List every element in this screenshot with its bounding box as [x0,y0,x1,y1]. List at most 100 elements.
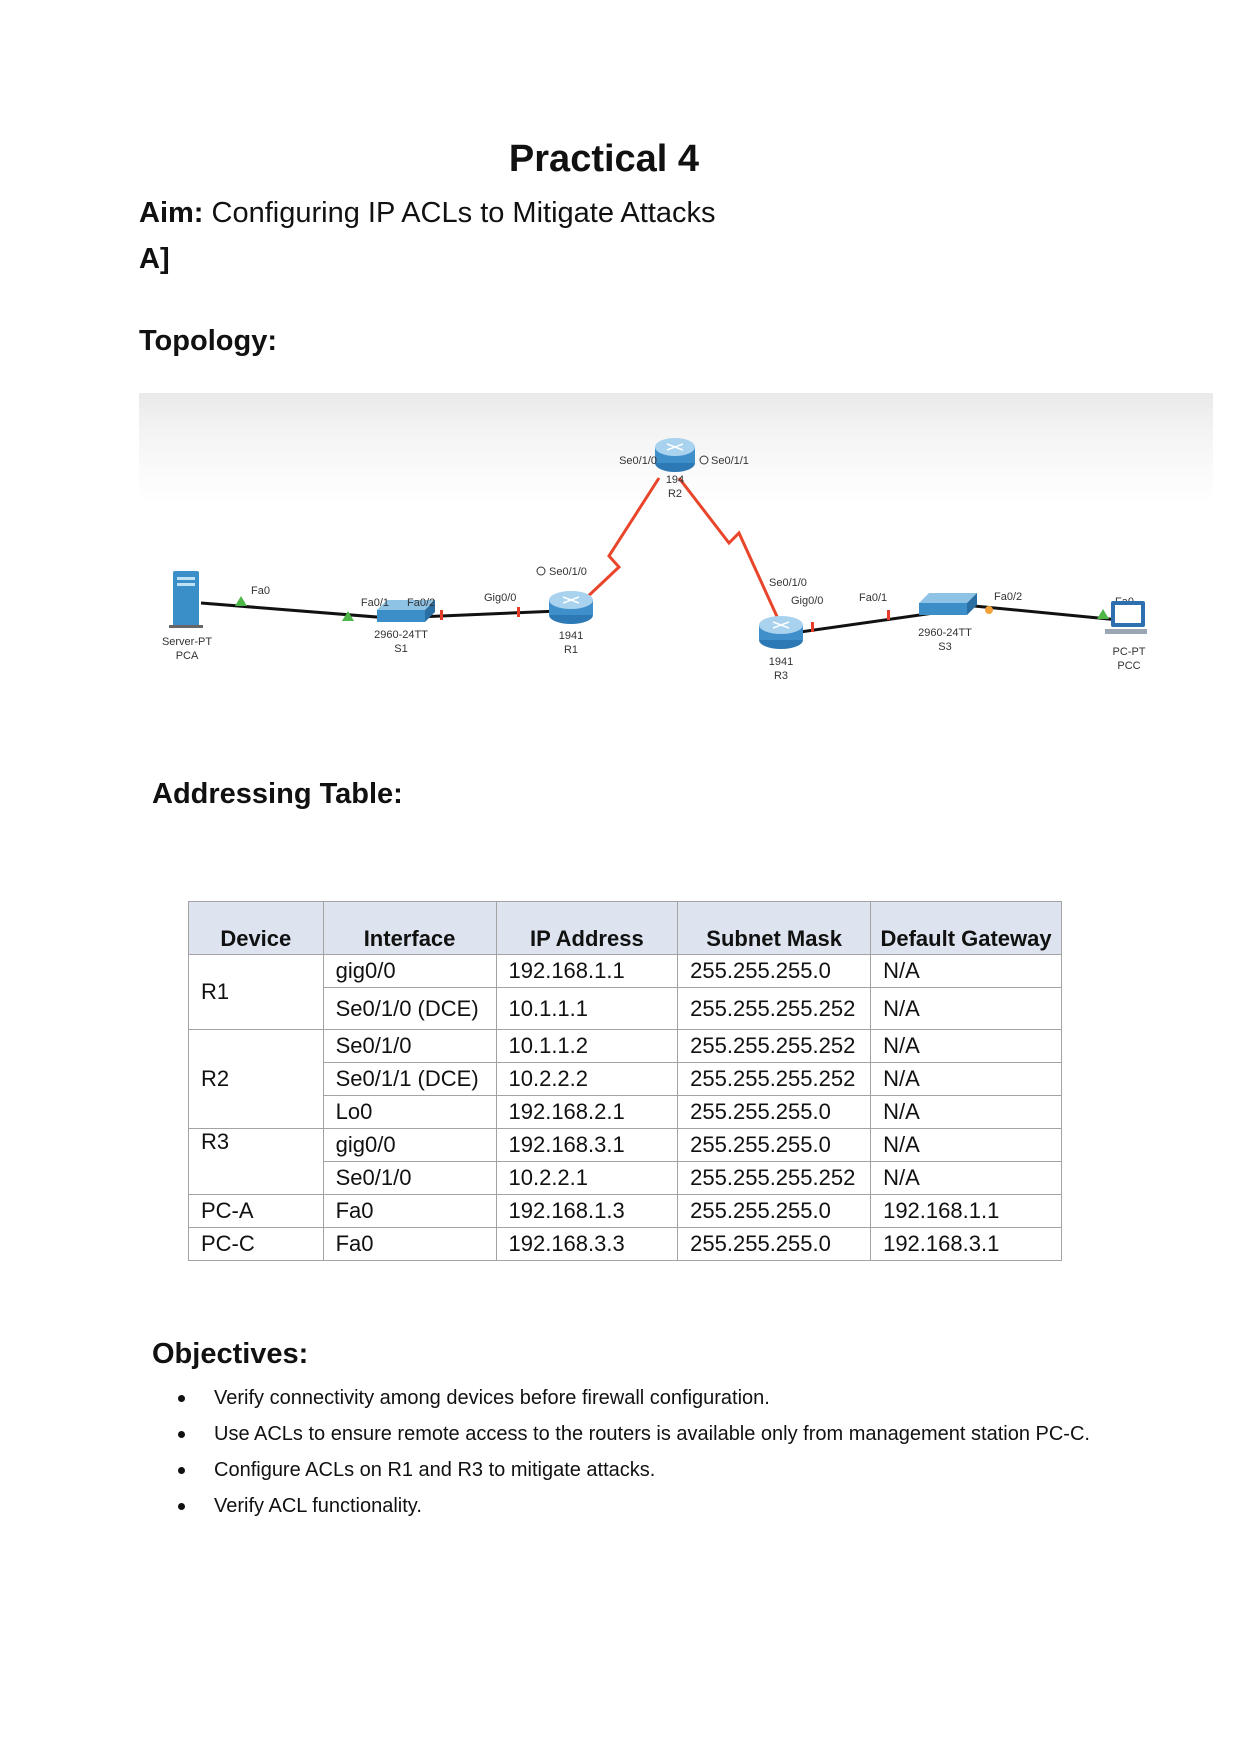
mask-cell: 255.255.255.252 [677,1161,872,1195]
table-row: R3 gig0/0 192.168.3.1 255.255.255.0 N/A [188,1128,1062,1195]
serial-r1-r2 [581,477,661,603]
aim-label: Aim: [139,197,204,229]
device-cell: R2 [188,1029,324,1129]
ip-cell: 10.1.1.2 [495,1029,679,1063]
mask-cell: 255.255.255.0 [677,1095,872,1129]
list-item: Verify connectivity among devices before… [160,1380,1090,1416]
link-status-icon [1097,609,1109,619]
device-cell: R3 [188,1128,324,1195]
s1-type-label: 2960-24TT [374,629,428,641]
server-icon [169,571,203,628]
interface-cell: gig0/0 [322,1128,497,1162]
table-row: R2 Se0/1/0 10.1.1.2 255.255.255.252 N/A [188,1029,1062,1129]
interface-cell: Lo0 [322,1095,497,1129]
addressing-table: Device Interface IP Address Subnet Mask … [188,901,1062,1261]
mask-cell: 255.255.255.252 [677,987,872,1030]
interface-cell: Fa0 [322,1194,497,1228]
table-row: PC-A Fa0 192.168.1.3 255.255.255.0 192.1… [188,1194,1062,1228]
ip-cell: 192.168.3.1 [495,1128,679,1162]
ip-cell: 10.2.2.2 [495,1062,679,1096]
link-status-icon [811,622,814,632]
mask-cell: 255.255.255.252 [677,1062,872,1096]
link-status-icon [517,607,520,617]
table-row: Se0/1/1 (DCE) 10.2.2.2 255.255.255.252 N… [189,1062,1062,1096]
link-status-icon [440,610,443,620]
interface-cell: Se0/1/1 (DCE) [322,1062,497,1096]
table-row: Lo0 192.168.2.1 255.255.255.0 N/A [189,1095,1062,1129]
gateway-cell: N/A [870,1062,1062,1096]
interface-cell: gig0/0 [322,954,497,988]
ip-cell: 192.168.2.1 [495,1095,679,1129]
r1-gig00-label: Gig0/0 [484,592,516,604]
link-status-icon [342,611,354,621]
pca-name-label: PCA [176,650,199,662]
s1-fa01-label: Fa0/1 [361,597,389,609]
header-default-gateway: Default Gateway [870,901,1062,955]
mask-cell: 255.255.255.0 [677,1227,872,1261]
r2-name-label: R2 [668,488,682,500]
device-cell: PC-A [188,1194,324,1228]
switch-icon [377,600,435,622]
switch-icon [919,593,977,615]
router-icon [759,616,803,649]
table-header-row: Device Interface IP Address Subnet Mask … [188,901,1062,955]
clock-icon [536,566,546,576]
gateway-cell: N/A [870,1128,1062,1162]
addressing-heading: Addressing Table: [152,778,403,810]
header-device: Device [188,901,324,955]
table-row: PC-C Fa0 192.168.3.3 255.255.255.0 192.1… [188,1227,1062,1261]
link-status-icon [985,606,993,614]
r2-se011-label: Se0/1/1 [711,455,749,467]
gateway-cell: N/A [870,1095,1062,1129]
topology-diagram: Server-PT PCA Fa0 Fa0/1 Fa0/2 2960-24TT … [139,393,1213,755]
s3-type-label: 2960-24TT [918,627,972,639]
gateway-cell: N/A [870,954,1062,988]
link-status-icon [235,596,247,606]
table-row: R1 gig0/0 192.168.1.1 255.255.255.0 N/A [188,954,1062,1030]
interface-cell: Se0/1/0 (DCE) [322,987,497,1030]
mask-cell: 255.255.255.0 [677,954,872,988]
device-cell: R1 [188,954,324,1030]
header-interface: Interface [322,901,497,955]
header-ip-address: IP Address [495,901,679,955]
gateway-cell: N/A [870,987,1062,1030]
pca-port-label: Fa0 [251,585,270,597]
ip-cell: 10.1.1.1 [495,987,679,1030]
list-item: Verify ACL functionality. [160,1488,1090,1524]
serial-r2-r3 [677,477,781,622]
ip-cell: 192.168.3.3 [495,1227,679,1261]
list-item: Configure ACLs on R1 and R3 to mitigate … [160,1452,1090,1488]
header-subnet-mask: Subnet Mask [677,901,872,955]
r1-se010-label: Se0/1/0 [549,566,587,578]
link-status-icon [887,610,890,620]
topology-heading: Topology: [139,325,277,357]
device-cell: PC-C [188,1227,324,1261]
s3-fa01-label: Fa0/1 [859,592,887,604]
r3-gig00-label: Gig0/0 [791,595,823,607]
objectives-heading: Objectives: [152,1338,309,1370]
page-title: Practical 4 [508,138,700,180]
interface-cell: Se0/1/0 [322,1029,497,1063]
router-icon [655,438,695,472]
s1-fa02-label: Fa0/2 [407,597,435,609]
link-pca-s1 [200,601,390,620]
s3-name-label: S3 [938,641,951,653]
interface-cell: Se0/1/0 [322,1161,497,1195]
r2-type-label: 194 [666,474,684,486]
ip-cell: 10.2.2.1 [495,1161,679,1195]
pca-type-label: Server-PT [162,636,212,648]
ip-cell: 192.168.1.3 [495,1194,679,1228]
r2-se010-label: Se0/1/0 [619,455,657,467]
gateway-cell: N/A [870,1161,1062,1195]
r3-se010-label: Se0/1/0 [769,577,807,589]
s1-name-label: S1 [394,643,407,655]
pcc-name-label: PCC [1117,660,1140,672]
r1-type-label: 1941 [559,630,583,642]
list-item: Use ACLs to ensure remote access to the … [160,1416,1090,1452]
ip-cell: 192.168.1.1 [495,954,679,988]
topology-svg: Server-PT PCA Fa0 Fa0/1 Fa0/2 2960-24TT … [162,438,1147,682]
table-row: Se0/1/0 10.2.2.1 255.255.255.252 N/A [189,1161,1062,1195]
clock-icon [699,455,709,465]
link-s3-pcc [973,604,1120,622]
pcc-type-label: PC-PT [1113,646,1146,658]
